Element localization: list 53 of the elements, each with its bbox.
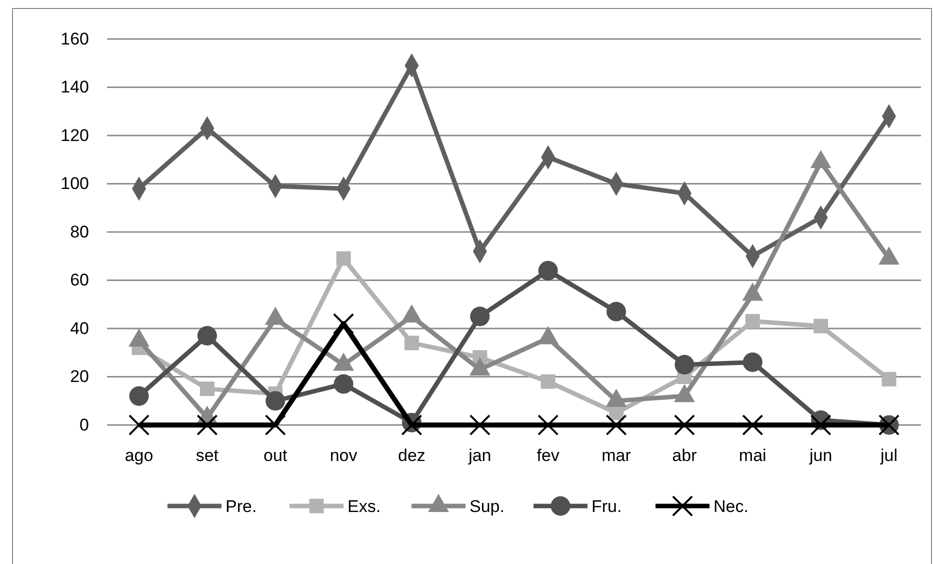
x-tick-label: dez	[398, 446, 426, 466]
point	[401, 414, 422, 436]
point	[745, 314, 760, 329]
x-tick-label: mar	[602, 446, 632, 466]
point	[742, 352, 762, 372]
x-tick-label: jun	[808, 446, 832, 466]
point	[200, 382, 214, 396]
x-tick-label: jan	[468, 446, 492, 466]
legend-label: Nec.	[714, 497, 748, 516]
point	[332, 313, 354, 334]
point	[469, 414, 490, 436]
x-tick-label: out	[264, 446, 288, 466]
y-tick-label: 40	[70, 318, 89, 338]
y-tick-label: 0	[80, 415, 89, 434]
legend-label: Pre.	[226, 497, 257, 516]
point	[196, 414, 218, 436]
x-tick-label: set	[196, 446, 219, 466]
point	[674, 354, 694, 374]
x-tick-label: abr	[672, 446, 698, 466]
point	[540, 374, 556, 389]
point	[606, 302, 626, 322]
point	[264, 414, 286, 436]
x-tick-label: fev	[536, 446, 560, 466]
y-tick-label: 140	[60, 78, 89, 97]
legend-label: Sup.	[470, 497, 504, 516]
y-tick-label: 20	[70, 367, 89, 386]
point	[470, 306, 490, 326]
x-tick-label: nov	[330, 446, 358, 466]
point	[197, 326, 217, 346]
x-tick-label: mai	[738, 446, 766, 466]
point	[814, 318, 828, 334]
y-tick-label: 60	[70, 270, 89, 290]
point	[129, 386, 149, 406]
point	[128, 414, 150, 436]
point	[742, 414, 764, 436]
legend-label: Exs.	[348, 497, 381, 516]
y-tick-label: 80	[70, 222, 89, 242]
y-tick-label: 120	[60, 126, 89, 145]
point	[266, 391, 286, 411]
y-tick-label: 160	[60, 29, 89, 48]
x-tick-label: ago	[124, 446, 154, 466]
point	[882, 372, 896, 386]
point	[404, 336, 419, 350]
legend-label: Fru.	[592, 497, 622, 516]
x-tick-label: jul	[879, 446, 898, 466]
point	[810, 414, 832, 436]
point	[336, 251, 351, 266]
point	[538, 260, 558, 280]
point	[674, 414, 696, 436]
point	[334, 374, 354, 394]
point	[606, 414, 627, 436]
y-tick-label: 100	[60, 174, 89, 194]
point	[538, 414, 559, 436]
